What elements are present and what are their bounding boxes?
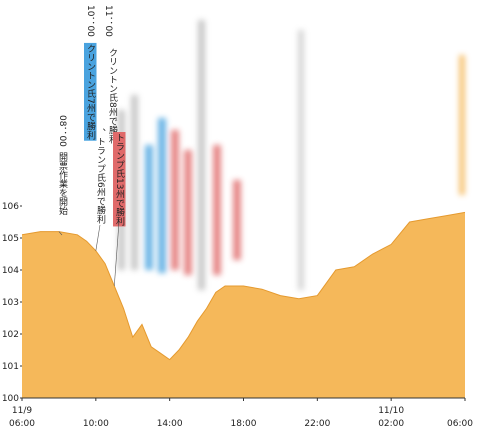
y-tick-label: 100 — [2, 394, 19, 404]
x-tick-label: 06:00 — [9, 419, 35, 429]
annotation-highlight — [113, 132, 126, 227]
x-date-label: 11/9 — [12, 406, 32, 416]
line — [21, 211, 466, 361]
y-tick-label: 103 — [2, 298, 19, 308]
y-tick-label: 102 — [2, 330, 19, 340]
annotation-leader — [113, 221, 120, 287]
annotation: 10：00 クリントン氏7州で勝利、トランプ氏6州で勝利 — [84, 5, 106, 251]
x-tick-label: 02:00 — [378, 419, 404, 429]
annotation-text: クリントン氏8州で勝利、 — [107, 48, 118, 153]
annotation-time: 11：00 — [103, 5, 113, 37]
annotation: 08：00 開票作業を開始 — [57, 115, 68, 236]
x-tick-label: 14:00 — [157, 419, 183, 429]
y-tick-label: 104 — [2, 266, 19, 276]
annotation-text: クリントン氏7州で勝利 — [85, 44, 96, 140]
x-date-label: 11/10 — [378, 406, 404, 416]
y-tick-label: 101 — [2, 362, 19, 372]
x-tick-label: 18:00 — [231, 419, 257, 429]
annotation-text: トランプ氏13州で勝利 — [114, 133, 125, 225]
annotation-leader — [58, 231, 63, 236]
annotation-time: 10：00 — [85, 5, 95, 37]
y-tick-label: 105 — [2, 234, 19, 244]
annotation-text: 、トランプ氏6州で勝利 — [95, 128, 106, 224]
y-tick-label: 106 — [2, 202, 19, 212]
annotation-text: 開票作業を開始 — [57, 152, 68, 216]
annotation-time: 08：00 — [57, 115, 67, 147]
x-tick-label: 06:00 — [447, 419, 473, 429]
annotation-leader — [95, 224, 101, 251]
annotation: 11：00 クリントン氏8州で勝利、トランプ氏13州で勝利 — [103, 5, 126, 287]
area — [22, 212, 465, 398]
x-tick-label: 10:00 — [83, 419, 109, 429]
annotation-highlight — [84, 42, 97, 141]
x-tick-label: 22:00 — [304, 419, 330, 429]
